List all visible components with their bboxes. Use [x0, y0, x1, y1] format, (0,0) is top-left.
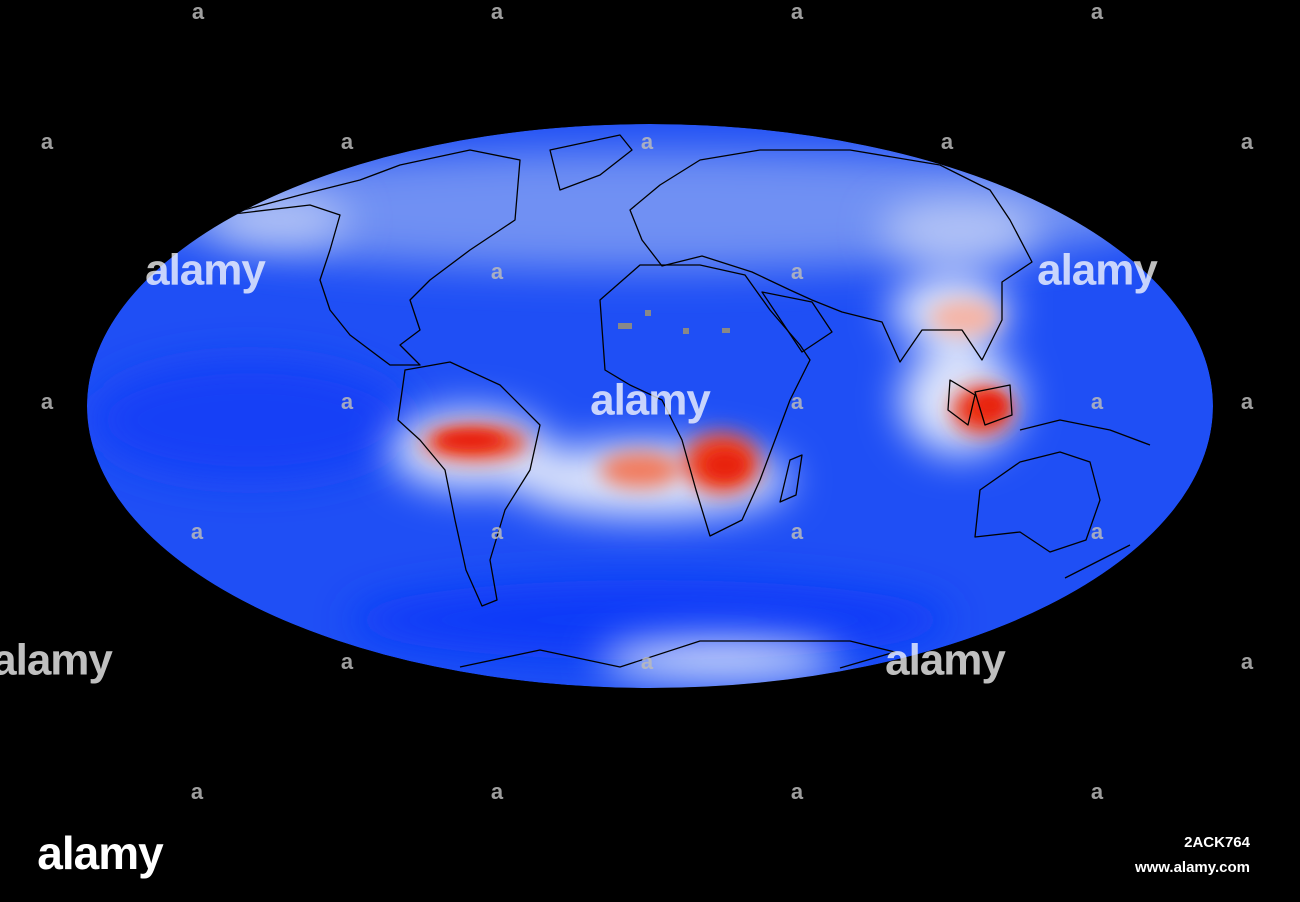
- watermark-letter: a: [1091, 519, 1104, 544]
- watermark-letter: a: [641, 649, 654, 674]
- watermark-letter: a: [1241, 389, 1254, 414]
- coastlines: [224, 134, 1151, 669]
- watermark-word: alamy: [1037, 246, 1158, 295]
- watermark-letter: a: [1091, 0, 1104, 24]
- watermark-letter: a: [791, 0, 804, 24]
- watermark-letter: a: [191, 519, 204, 544]
- watermark-letter: a: [1241, 129, 1254, 154]
- watermark-letter: a: [491, 0, 504, 24]
- footer-logo: alamy: [37, 827, 164, 879]
- missing-data: [722, 328, 730, 333]
- missing-data: [618, 323, 632, 329]
- watermark-word: alamy: [0, 636, 113, 685]
- watermark-letter: a: [641, 129, 654, 154]
- heat-field: [87, 124, 1213, 688]
- watermark-word: alamy: [590, 376, 711, 425]
- watermark-letter: a: [341, 649, 354, 674]
- watermark-letter: a: [791, 779, 804, 804]
- site-url: www.alamy.com: [1134, 859, 1250, 876]
- watermark-letter: a: [41, 389, 54, 414]
- watermark-letter: a: [1241, 649, 1254, 674]
- watermark-word: alamy: [885, 636, 1006, 685]
- missing-data: [683, 328, 689, 334]
- watermark-letter: a: [1091, 779, 1104, 804]
- image-id: 2ACK764: [1184, 834, 1251, 851]
- watermark-letter: a: [192, 0, 205, 24]
- watermark-letter: a: [341, 129, 354, 154]
- watermark-letter: a: [491, 259, 504, 284]
- watermark-letter: a: [791, 519, 804, 544]
- watermark-letter: a: [41, 129, 54, 154]
- watermark-letter: a: [1091, 389, 1104, 414]
- watermark-letter: a: [341, 389, 354, 414]
- watermark-letter: a: [191, 779, 204, 804]
- watermark-letter: a: [491, 519, 504, 544]
- watermark-word: alamy: [145, 246, 266, 295]
- watermark-letter: a: [491, 779, 504, 804]
- watermark-letter: a: [791, 389, 804, 414]
- missing-data: [645, 310, 651, 316]
- watermark-letter: a: [941, 129, 954, 154]
- watermark-letter: a: [791, 259, 804, 284]
